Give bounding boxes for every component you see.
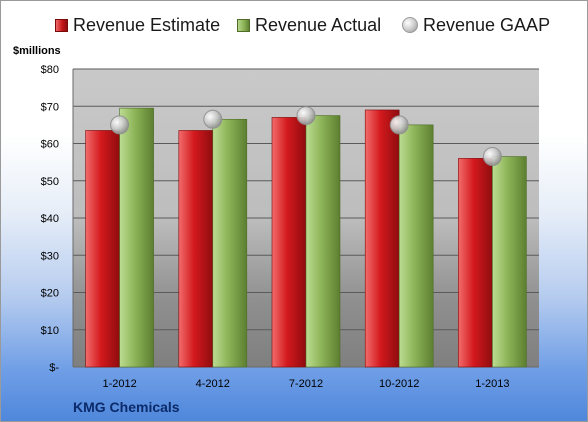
bar-revenue-estimate bbox=[364, 109, 400, 368]
y-axis-unit-label: $millions bbox=[13, 45, 61, 57]
y-tick-label: $50 bbox=[41, 176, 59, 188]
x-tick-label: 1-2013 bbox=[475, 378, 509, 390]
y-tick-label: $- bbox=[49, 362, 59, 374]
bar-revenue-actual bbox=[398, 124, 434, 368]
x-tick-label: 1-2012 bbox=[102, 378, 136, 390]
point-revenue-gaap bbox=[482, 147, 502, 167]
bar-revenue-estimate bbox=[178, 130, 214, 368]
bar-revenue-actual bbox=[492, 156, 527, 368]
legend-swatch-gaap bbox=[402, 17, 418, 33]
legend-item-gaap: Revenue GAAP bbox=[402, 11, 550, 39]
y-tick-label: $80 bbox=[41, 64, 59, 76]
point-revenue-gaap bbox=[110, 115, 130, 135]
legend-label-gaap: Revenue GAAP bbox=[423, 14, 551, 35]
point-revenue-gaap bbox=[296, 106, 316, 126]
point-revenue-gaap bbox=[203, 109, 223, 129]
legend: Revenue Estimate Revenue Actual Revenue … bbox=[1, 11, 587, 39]
y-tick-label: $60 bbox=[41, 139, 59, 151]
legend-item-estimate: Revenue Estimate bbox=[55, 11, 220, 39]
y-tick-label: $70 bbox=[41, 101, 59, 113]
bar-revenue-actual bbox=[305, 115, 341, 368]
legend-item-actual: Revenue Actual bbox=[237, 11, 381, 39]
legend-label-estimate: Revenue Estimate bbox=[73, 14, 221, 35]
x-tick-label: 10-2012 bbox=[379, 378, 419, 390]
point-revenue-gaap bbox=[389, 115, 409, 135]
y-tick-label: $40 bbox=[41, 213, 59, 225]
x-tick-label: 4-2012 bbox=[196, 378, 230, 390]
bar-revenue-estimate bbox=[85, 130, 120, 368]
bar-revenue-estimate bbox=[271, 117, 307, 368]
company-name: KMG Chemicals bbox=[73, 399, 180, 415]
bar-revenue-actual bbox=[119, 107, 154, 368]
legend-label-actual: Revenue Actual bbox=[255, 14, 382, 35]
y-tick-label: $30 bbox=[41, 250, 59, 262]
legend-swatch-actual bbox=[237, 18, 250, 32]
y-tick-label: $10 bbox=[41, 325, 59, 337]
x-tick-label: 7-2012 bbox=[289, 378, 323, 390]
bar-revenue-estimate bbox=[458, 158, 493, 368]
bar-revenue-actual bbox=[212, 118, 248, 368]
legend-swatch-estimate bbox=[55, 18, 68, 32]
y-tick-label: $20 bbox=[41, 288, 59, 300]
